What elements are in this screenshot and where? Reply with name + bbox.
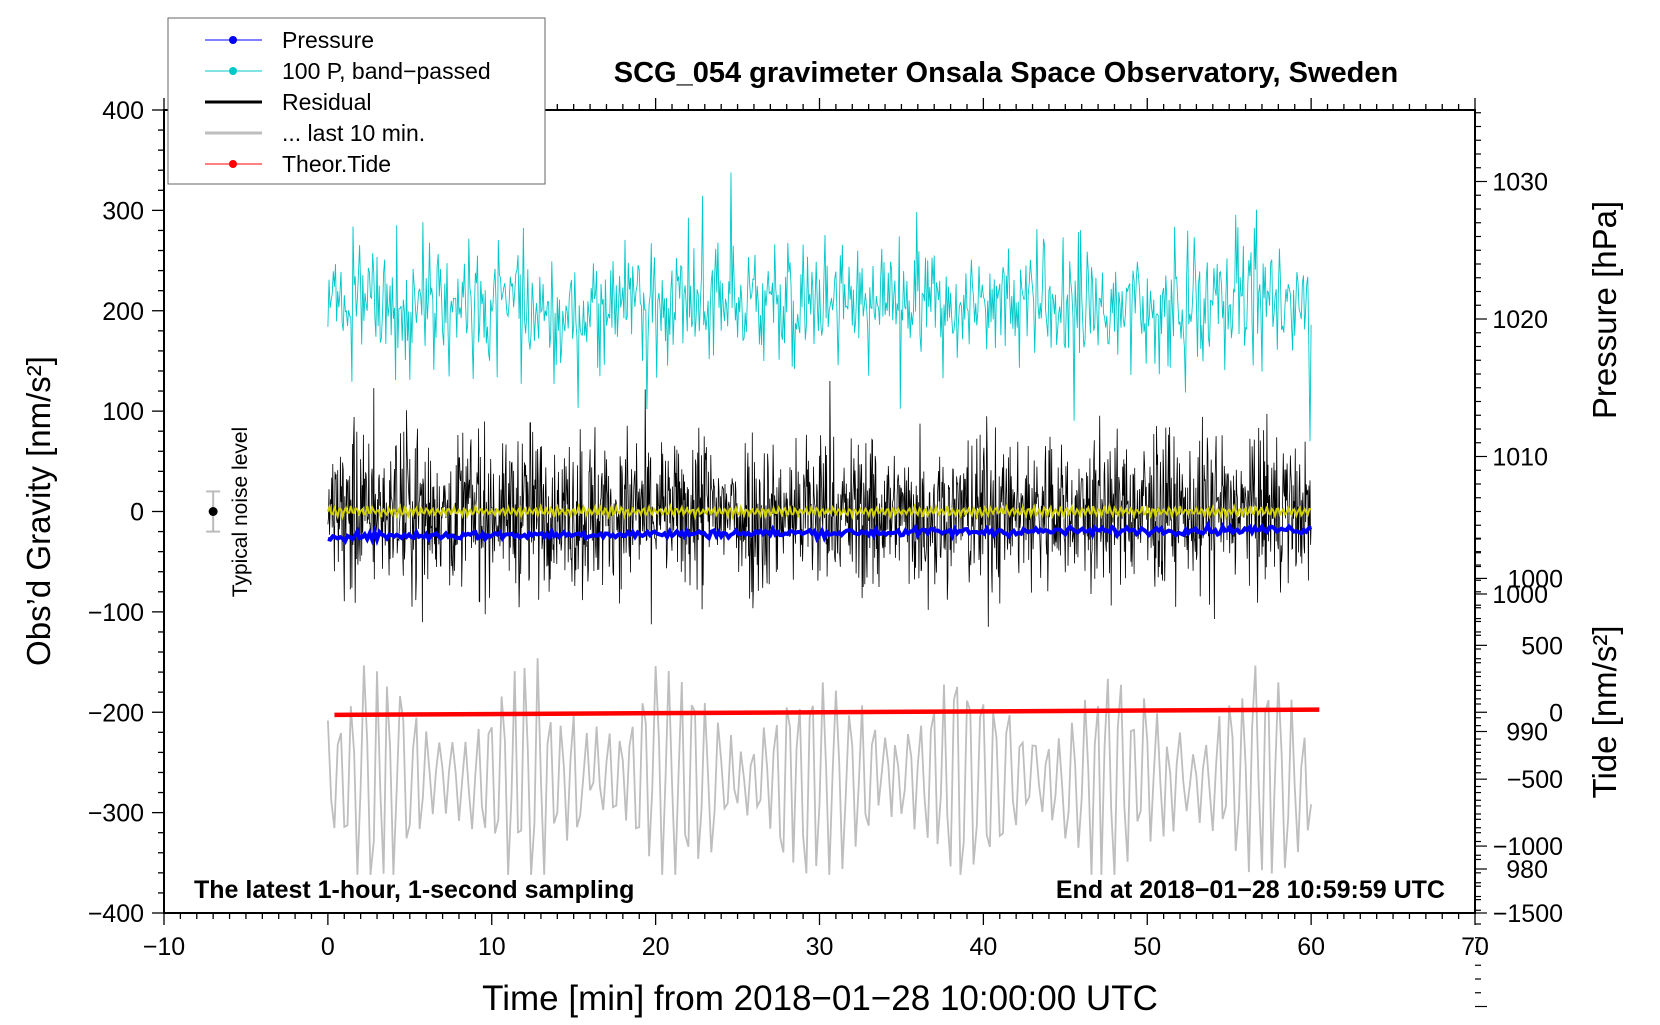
tide-tick-label: −1500: [1493, 900, 1563, 928]
left-tick-label: −400: [88, 900, 144, 928]
legend-label: 100 P, band−passed: [282, 58, 491, 84]
x-tick-label: 40: [969, 933, 997, 961]
legend-label: Theor.Tide: [282, 151, 391, 177]
series-last-10-min: [327, 658, 1312, 875]
pressure-tick-label: 980: [1506, 856, 1548, 884]
tide-tick-label: 1000: [1507, 565, 1563, 593]
left-tick-label: 300: [102, 197, 144, 225]
pressure-tick-label: 1020: [1492, 306, 1548, 334]
chart-title: SCG_054 gravimeter Onsala Space Observat…: [614, 57, 1398, 89]
x-tick-label: 60: [1297, 933, 1325, 961]
x-tick-label: 30: [806, 933, 834, 961]
pressure-tick-label: 1000: [1492, 581, 1548, 609]
left-tick-label: 100: [102, 398, 144, 426]
tide-tick-label: 500: [1521, 632, 1563, 660]
tide-tick-label: −1000: [1493, 833, 1563, 861]
x-tick-label: −10: [143, 933, 185, 961]
tide-tick-label: −500: [1507, 766, 1563, 794]
legend-marker: [229, 160, 237, 168]
legend-item: Pressure: [205, 27, 374, 53]
legend-item: Residual: [205, 89, 372, 115]
legend-marker: [229, 67, 237, 75]
left-tick-label: 200: [102, 298, 144, 326]
left-tick-label: −100: [88, 599, 144, 627]
y-axis-label-pressure: Pressure [hPa]: [1586, 201, 1623, 419]
legend-label: Pressure: [282, 27, 374, 53]
pressure-tick-label: 1030: [1492, 169, 1548, 197]
y-axis-label-tide: Tide [nm/s²]: [1586, 626, 1623, 799]
x-tick-label: 0: [321, 933, 335, 961]
pressure-tick-label: 1010: [1492, 444, 1548, 472]
annotation-noise-level: Typical noise level: [229, 427, 252, 597]
data-traces: [326, 172, 1320, 875]
legend-item: Theor.Tide: [205, 151, 391, 177]
series-band-passed-pressure: [327, 172, 1312, 442]
x-tick-label: 10: [478, 933, 506, 961]
series-theoretical-tide: [334, 707, 1320, 718]
legend-label: ... last 10 min.: [282, 120, 425, 146]
legend-marker: [229, 36, 237, 44]
y-axis-label-left: Obs’d Gravity [nm/s²]: [20, 356, 57, 666]
series-residual: [327, 380, 1312, 627]
annotation-end-time: End at 2018−01−28 10:59:59 UTC: [1056, 876, 1445, 904]
axes: −10 0 10 20 30 40 50 60 704003002001000−100−200−…: [88, 97, 1563, 1008]
series-pressure: [327, 520, 1313, 547]
noise-bar-point: [208, 507, 218, 516]
pressure-tick-label: 990: [1506, 719, 1548, 747]
x-tick-label: 50: [1133, 933, 1161, 961]
annotation-sampling: The latest 1-hour, 1-second sampling: [194, 876, 634, 904]
left-tick-label: −200: [88, 699, 144, 727]
legend: Pressure 100 P, band−passed Residual ... la…: [167, 17, 546, 185]
legend-item: 100 P, band−passed: [205, 58, 491, 84]
series-residual-smoothed: [326, 502, 1312, 521]
x-tick-label: 20: [642, 933, 670, 961]
left-tick-label: −300: [88, 800, 144, 828]
legend-item: ... last 10 min.: [205, 120, 425, 146]
x-axis-label: Time [min] from 2018−01−28 10:00:00 UTC: [482, 979, 1158, 1018]
legend-label: Residual: [282, 89, 372, 115]
left-tick-label: 400: [102, 97, 144, 125]
tide-tick-label: 0: [1549, 699, 1563, 727]
noise-error-bar: [206, 490, 221, 533]
left-tick-label: 0: [130, 499, 144, 527]
